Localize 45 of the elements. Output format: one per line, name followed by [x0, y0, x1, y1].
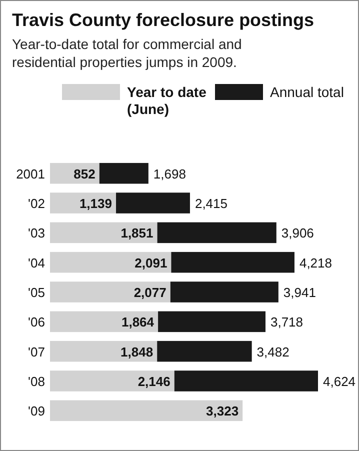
bar	[50, 340, 158, 362]
bar	[158, 311, 266, 332]
data-label: 3,323	[206, 404, 239, 419]
y-tick-label: 2001	[16, 166, 45, 182]
total-label: 2,415	[194, 196, 228, 212]
total-label: 3,718	[270, 314, 304, 330]
bar	[50, 222, 158, 244]
bar	[157, 222, 276, 244]
chart-title: Travis County foreclosure postings	[12, 10, 314, 30]
data-label: 1,851	[120, 226, 154, 241]
data-label: 1,864	[121, 314, 155, 330]
bar	[50, 370, 174, 392]
bar	[174, 370, 318, 392]
chart-subtitle: Year-to-date total for commercial and residential properties jumps in 2009.	[12, 36, 242, 70]
total-label: 4,218	[299, 255, 332, 270]
data-label: 1,139	[79, 196, 112, 212]
bar	[99, 162, 148, 184]
data-label: 2,077	[134, 285, 166, 300]
y-tick-label: '05	[28, 285, 45, 300]
data-label: 1,848	[120, 344, 154, 360]
bar	[170, 282, 278, 302]
bar	[116, 192, 190, 214]
y-tick-label: '06	[28, 314, 45, 330]
data-label: 2,146	[138, 374, 170, 389]
data-label: 852	[74, 166, 96, 182]
y-tick-label: '09	[28, 404, 45, 419]
total-label: 3,482	[256, 344, 290, 360]
total-label: 1,698	[153, 166, 186, 182]
bar	[157, 340, 252, 362]
y-tick-label: '08	[28, 374, 45, 389]
legend-label: Annual total	[270, 84, 344, 100]
bar	[50, 252, 172, 273]
y-tick-label: '02	[28, 196, 45, 212]
bar	[50, 400, 243, 422]
total-label: 4,624	[323, 374, 356, 389]
legend-label: Year to date (June)	[127, 84, 207, 117]
y-tick-label: '04	[28, 255, 45, 270]
y-tick-label: '07	[28, 344, 45, 360]
bar	[50, 311, 158, 332]
total-label: 3,906	[281, 226, 314, 241]
bar	[171, 252, 294, 273]
total-label: 3,941	[283, 285, 316, 300]
bar	[50, 282, 170, 302]
data-label: 2,091	[134, 255, 168, 270]
y-tick-label: '03	[28, 226, 45, 241]
